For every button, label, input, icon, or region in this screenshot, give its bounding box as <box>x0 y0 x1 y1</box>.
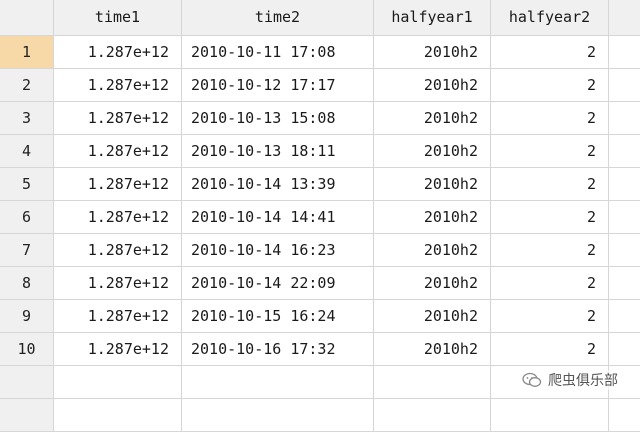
cell-halfyear2[interactable]: 2 <box>491 267 609 300</box>
cell-halfyear2[interactable]: 2 <box>491 333 609 366</box>
cell-empty[interactable] <box>182 399 374 432</box>
row-number[interactable]: 3 <box>0 102 54 135</box>
table-row: 6 1.287e+12 2010-10-14 14:41 2010h2 2 <box>0 201 640 234</box>
cell-time2[interactable]: 2010-10-14 14:41 <box>182 201 374 234</box>
cell-time1[interactable]: 1.287e+12 <box>54 135 182 168</box>
cell-halfyear2[interactable]: 2 <box>491 36 609 69</box>
cell-empty[interactable] <box>609 399 640 432</box>
cell-halfyear1[interactable]: 2010h2 <box>374 300 491 333</box>
cell-time2[interactable]: 2010-10-13 18:11 <box>182 135 374 168</box>
cell-time1[interactable]: 1.287e+12 <box>54 234 182 267</box>
header-row: time1 time2 halfyear1 halfyear2 <box>0 0 640 36</box>
cell-halfyear1[interactable]: 2010h2 <box>374 135 491 168</box>
cell-time1[interactable]: 1.287e+12 <box>54 201 182 234</box>
empty-row <box>0 399 640 432</box>
cell-halfyear1[interactable]: 2010h2 <box>374 333 491 366</box>
cell-time1[interactable]: 1.287e+12 <box>54 69 182 102</box>
cell-empty[interactable] <box>609 366 640 399</box>
cell-time1[interactable]: 1.287e+12 <box>54 333 182 366</box>
cell-empty[interactable] <box>374 399 491 432</box>
cell-halfyear2[interactable]: 2 <box>491 168 609 201</box>
cell-time2[interactable]: 2010-10-12 17:17 <box>182 69 374 102</box>
row-number-empty[interactable] <box>0 366 54 399</box>
cell-empty[interactable] <box>609 135 640 168</box>
cell-time2[interactable]: 2010-10-14 16:23 <box>182 234 374 267</box>
cell-halfyear2[interactable]: 2 <box>491 135 609 168</box>
cell-halfyear1[interactable]: 2010h2 <box>374 201 491 234</box>
cell-time2[interactable]: 2010-10-13 15:08 <box>182 102 374 135</box>
column-header-time2[interactable]: time2 <box>182 0 374 36</box>
cell-halfyear1[interactable]: 2010h2 <box>374 102 491 135</box>
watermark: 爬虫俱乐部 <box>522 370 618 390</box>
row-number[interactable]: 4 <box>0 135 54 168</box>
cell-empty[interactable] <box>609 300 640 333</box>
row-number[interactable]: 6 <box>0 201 54 234</box>
cell-empty[interactable] <box>609 69 640 102</box>
row-number[interactable]: 5 <box>0 168 54 201</box>
cell-empty[interactable] <box>609 201 640 234</box>
cell-time1[interactable]: 1.287e+12 <box>54 168 182 201</box>
cell-empty[interactable] <box>609 234 640 267</box>
cell-time1[interactable]: 1.287e+12 <box>54 300 182 333</box>
cell-empty[interactable] <box>491 399 609 432</box>
cell-empty[interactable] <box>609 168 640 201</box>
cell-time2[interactable]: 2010-10-14 13:39 <box>182 168 374 201</box>
row-number[interactable]: 2 <box>0 69 54 102</box>
cell-empty[interactable] <box>54 399 182 432</box>
cell-halfyear2[interactable]: 2 <box>491 201 609 234</box>
table-row: 2 1.287e+12 2010-10-12 17:17 2010h2 2 <box>0 69 640 102</box>
cell-time2[interactable]: 2010-10-11 17:08 <box>182 36 374 69</box>
column-header-halfyear1[interactable]: halfyear1 <box>374 0 491 36</box>
row-number[interactable]: 10 <box>0 333 54 366</box>
table-row: 10 1.287e+12 2010-10-16 17:32 2010h2 2 <box>0 333 640 366</box>
table-row: 9 1.287e+12 2010-10-15 16:24 2010h2 2 <box>0 300 640 333</box>
cell-halfyear1[interactable]: 2010h2 <box>374 69 491 102</box>
cell-empty[interactable] <box>182 366 374 399</box>
cell-halfyear2[interactable]: 2 <box>491 234 609 267</box>
table-row: 1 1.287e+12 2010-10-11 17:08 2010h2 2 <box>0 36 640 69</box>
cell-empty[interactable] <box>374 366 491 399</box>
cell-halfyear1[interactable]: 2010h2 <box>374 36 491 69</box>
row-number-empty[interactable] <box>0 399 54 432</box>
cell-halfyear1[interactable]: 2010h2 <box>374 267 491 300</box>
row-number[interactable]: 8 <box>0 267 54 300</box>
row-number[interactable]: 1 <box>0 36 54 69</box>
cell-time1[interactable]: 1.287e+12 <box>54 102 182 135</box>
watermark-text: 爬虫俱乐部 <box>548 373 618 389</box>
table-row: 8 1.287e+12 2010-10-14 22:09 2010h2 2 <box>0 267 640 300</box>
cell-halfyear1[interactable]: 2010h2 <box>374 234 491 267</box>
wechat-icon <box>522 372 542 387</box>
cell-time1[interactable]: 1.287e+12 <box>54 267 182 300</box>
cell-empty[interactable] <box>609 36 640 69</box>
cell-time2[interactable]: 2010-10-15 16:24 <box>182 300 374 333</box>
cell-time2[interactable]: 2010-10-16 17:32 <box>182 333 374 366</box>
column-header-halfyear2[interactable]: halfyear2 <box>491 0 609 36</box>
cell-empty[interactable] <box>609 102 640 135</box>
cell-empty[interactable] <box>609 333 640 366</box>
cell-time2[interactable]: 2010-10-14 22:09 <box>182 267 374 300</box>
cell-halfyear2[interactable]: 2 <box>491 69 609 102</box>
table-row: 5 1.287e+12 2010-10-14 13:39 2010h2 2 <box>0 168 640 201</box>
row-number[interactable]: 9 <box>0 300 54 333</box>
cell-halfyear2[interactable]: 2 <box>491 102 609 135</box>
column-header-time1[interactable]: time1 <box>54 0 182 36</box>
cell-empty[interactable] <box>54 366 182 399</box>
corner-cell[interactable] <box>0 0 54 36</box>
cell-halfyear2[interactable]: 2 <box>491 300 609 333</box>
empty-row <box>0 366 640 399</box>
cell-empty[interactable] <box>609 267 640 300</box>
table-row: 3 1.287e+12 2010-10-13 15:08 2010h2 2 <box>0 102 640 135</box>
column-header-empty <box>609 0 640 36</box>
cell-time1[interactable]: 1.287e+12 <box>54 36 182 69</box>
cell-halfyear1[interactable]: 2010h2 <box>374 168 491 201</box>
row-number[interactable]: 7 <box>0 234 54 267</box>
table-row: 4 1.287e+12 2010-10-13 18:11 2010h2 2 <box>0 135 640 168</box>
table-row: 7 1.287e+12 2010-10-14 16:23 2010h2 2 <box>0 234 640 267</box>
